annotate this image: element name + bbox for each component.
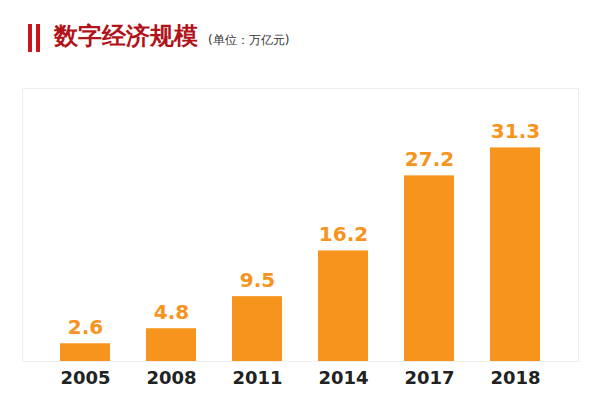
html-text:数字经济规模: 数字经济规模: [54, 22, 198, 50]
svg-text:2017: 2017: [404, 367, 454, 388]
svg-text:31.3: 31.3: [491, 119, 540, 143]
html-text:(单位：万亿元): (单位：万亿元): [208, 33, 290, 47]
svg-text:4.8: 4.8: [154, 300, 189, 324]
svg-text:2011: 2011: [232, 367, 282, 388]
svg-text:2.6: 2.6: [68, 315, 103, 339]
svg-text:2005: 2005: [60, 367, 110, 388]
svg-text:2008: 2008: [146, 367, 196, 388]
svg-text:27.2: 27.2: [405, 147, 454, 171]
svg-text:9.5: 9.5: [240, 268, 275, 292]
svg-text:2014: 2014: [318, 367, 368, 388]
svg-text:16.2: 16.2: [319, 222, 368, 246]
svg-text:2018: 2018: [490, 367, 540, 388]
